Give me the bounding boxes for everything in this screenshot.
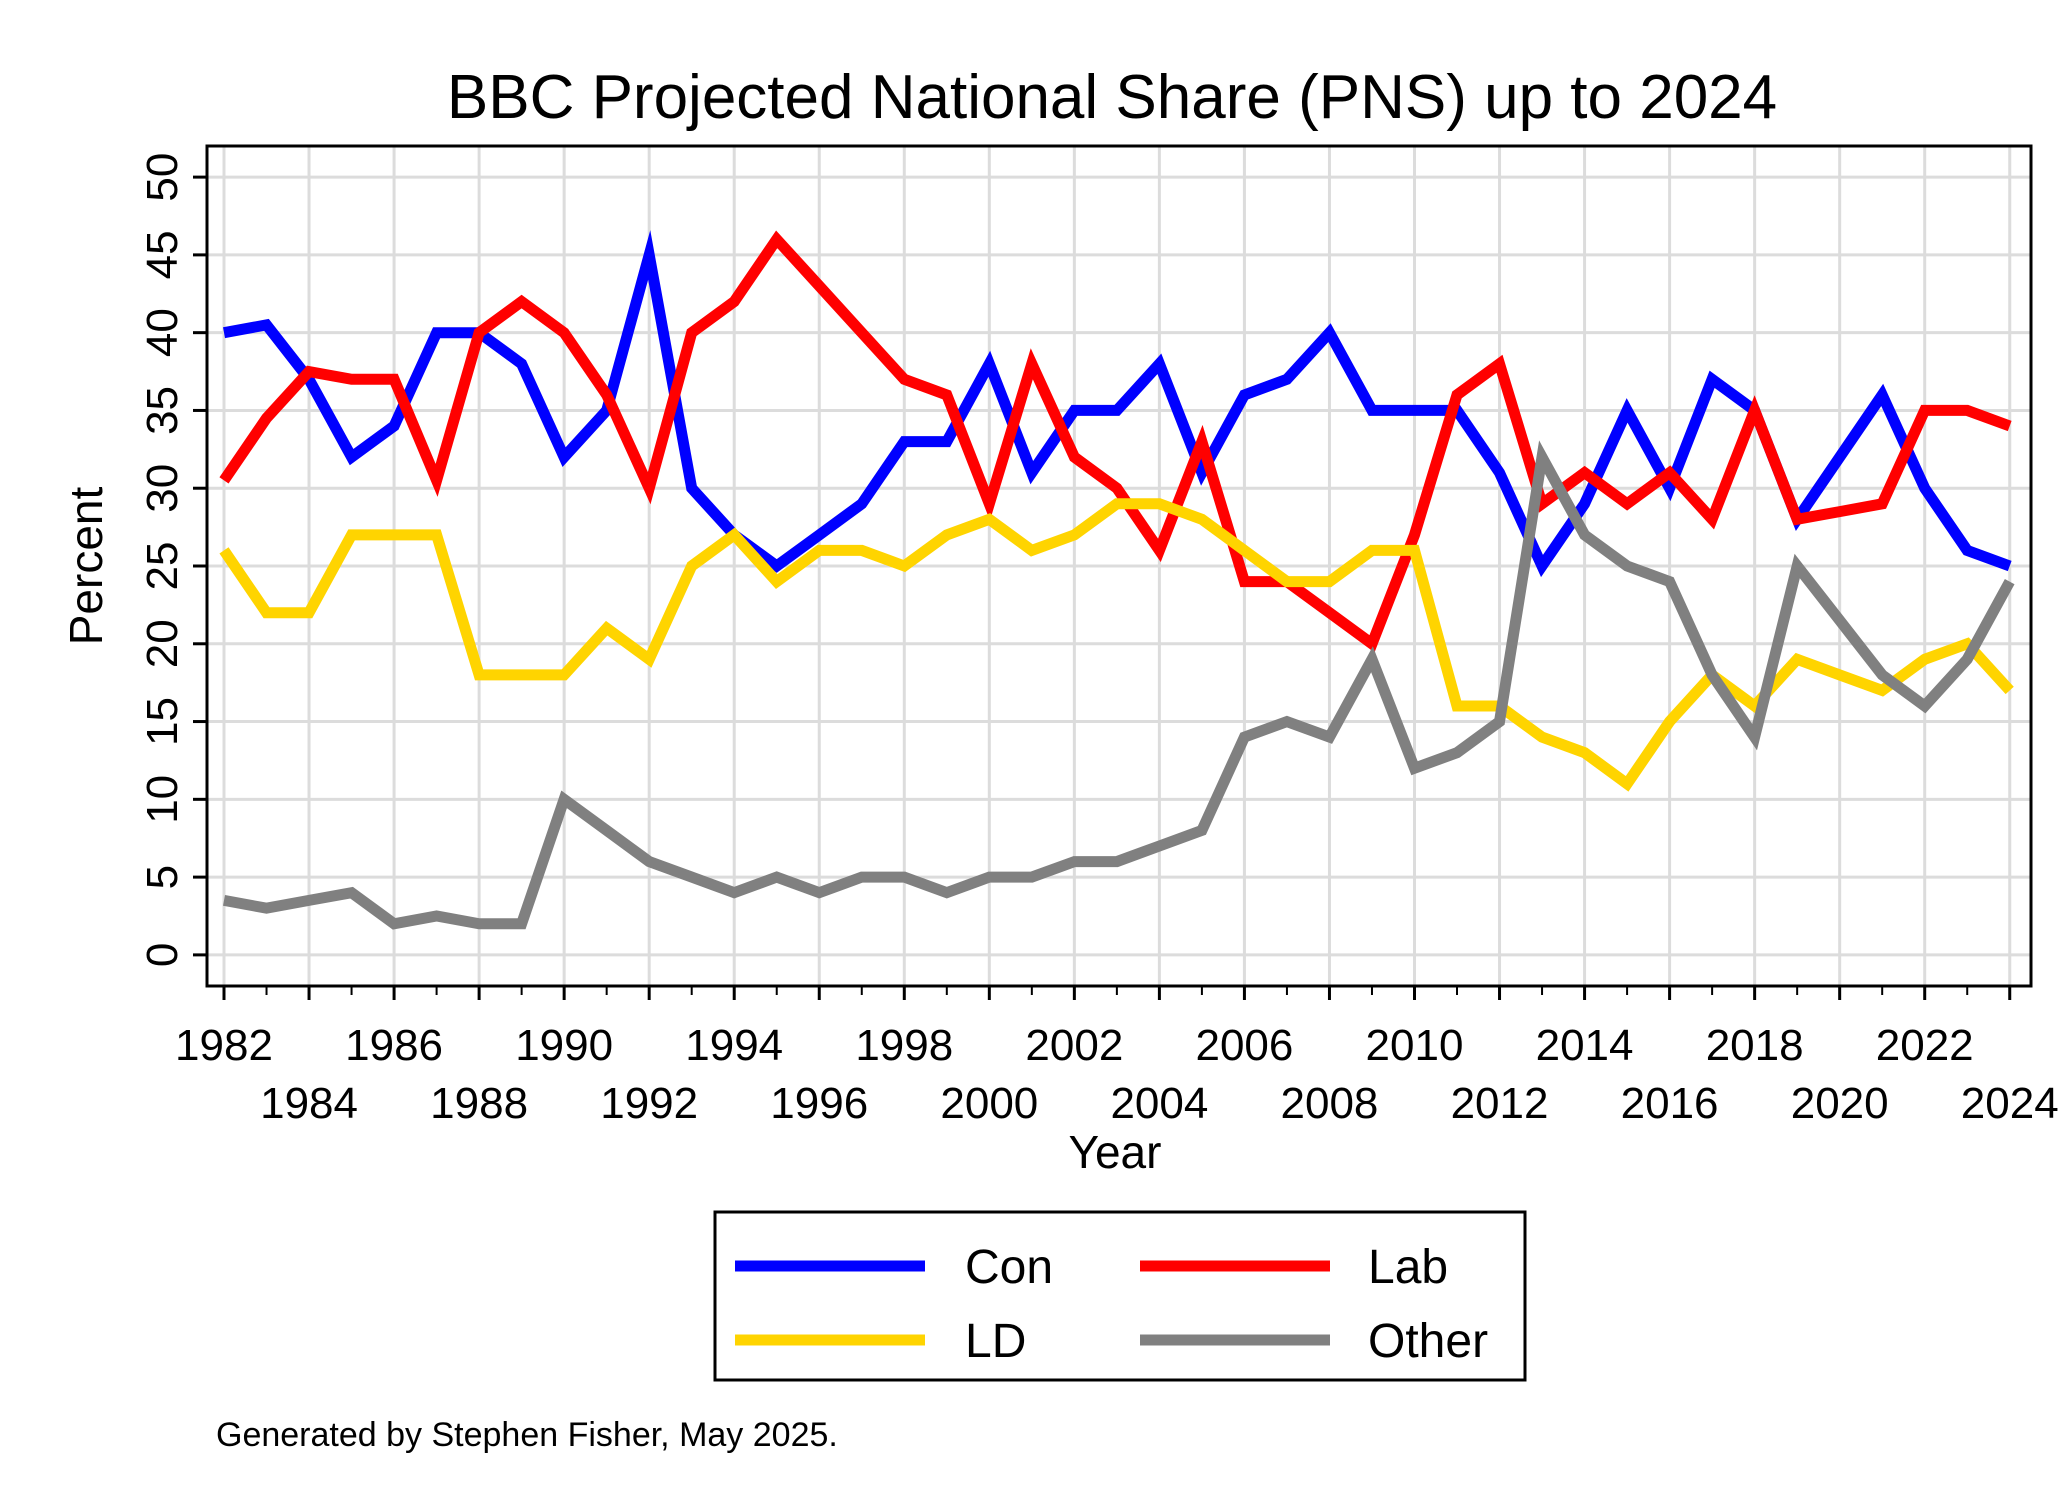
x-tick-label: 2000 bbox=[940, 1079, 1038, 1128]
legend-label-con: Con bbox=[965, 1241, 1053, 1294]
x-axis: 1982 1984 1986 1988 1990 1992 1994 1996 1998 2000… bbox=[175, 986, 2059, 1128]
series-line-lab bbox=[219, 230, 2012, 653]
x-tick-label: 2012 bbox=[1451, 1079, 1549, 1128]
y-axis-title: Percent bbox=[60, 487, 112, 646]
x-tick-label: 2014 bbox=[1536, 1021, 1634, 1070]
x-tick-label: 1984 bbox=[260, 1079, 358, 1128]
x-tick-label: 1988 bbox=[430, 1079, 528, 1128]
x-tick-label: 2002 bbox=[1025, 1021, 1123, 1070]
x-tick-label: 2006 bbox=[1195, 1021, 1293, 1070]
x-tick-label: 2022 bbox=[1876, 1021, 1974, 1070]
x-axis-title: Year bbox=[1069, 1126, 1162, 1178]
y-tick-label: 0 bbox=[138, 943, 187, 967]
y-tick-label: 50 bbox=[138, 153, 187, 202]
footer-credit: Generated by Stephen Fisher, May 2025. bbox=[216, 1416, 838, 1454]
x-tick-label: 1982 bbox=[175, 1021, 273, 1070]
y-tick-label: 30 bbox=[138, 464, 187, 513]
legend-label-lab: Lab bbox=[1368, 1241, 1448, 1294]
chart-title: BBC Projected National Share (PNS) up to… bbox=[447, 63, 1777, 132]
x-tick-label: 1994 bbox=[685, 1021, 783, 1070]
x-tick-label: 1992 bbox=[600, 1079, 698, 1128]
x-tick-label: 2010 bbox=[1366, 1021, 1464, 1070]
x-tick-label: 2020 bbox=[1791, 1079, 1889, 1128]
y-tick-label: 20 bbox=[138, 619, 187, 668]
legend-label-ld: LD bbox=[965, 1315, 1026, 1368]
legend: Con Lab LD Other bbox=[713, 1210, 1527, 1382]
legend-box bbox=[713, 1210, 1527, 1382]
x-tick-label: 1990 bbox=[515, 1021, 613, 1070]
y-tick-label: 40 bbox=[138, 308, 187, 357]
y-tick-label: 10 bbox=[138, 775, 187, 824]
y-tick-label: 5 bbox=[138, 865, 187, 889]
x-tick-label: 2004 bbox=[1110, 1079, 1208, 1128]
y-tick-label: 35 bbox=[138, 386, 187, 435]
x-tick-label: 1996 bbox=[770, 1079, 868, 1128]
series-lines bbox=[219, 230, 2015, 930]
legend-label-other: Other bbox=[1368, 1315, 1488, 1368]
y-axis: 0 5 10 15 20 25 30 35 40 45 50 bbox=[138, 153, 207, 967]
grid bbox=[207, 146, 2031, 986]
x-tick-label: 2024 bbox=[1961, 1079, 2059, 1128]
x-tick-label: 1986 bbox=[345, 1021, 443, 1070]
y-tick-label: 45 bbox=[138, 230, 187, 279]
x-tick-label: 2018 bbox=[1706, 1021, 1804, 1070]
x-tick-label: 1998 bbox=[855, 1021, 953, 1070]
y-tick-label: 15 bbox=[138, 697, 187, 746]
y-tick-label: 25 bbox=[138, 542, 187, 591]
x-tick-label: 2016 bbox=[1621, 1079, 1719, 1128]
x-tick-label: 2008 bbox=[1281, 1079, 1379, 1128]
series-line-other bbox=[223, 440, 2015, 930]
series-line-con bbox=[223, 230, 2012, 578]
